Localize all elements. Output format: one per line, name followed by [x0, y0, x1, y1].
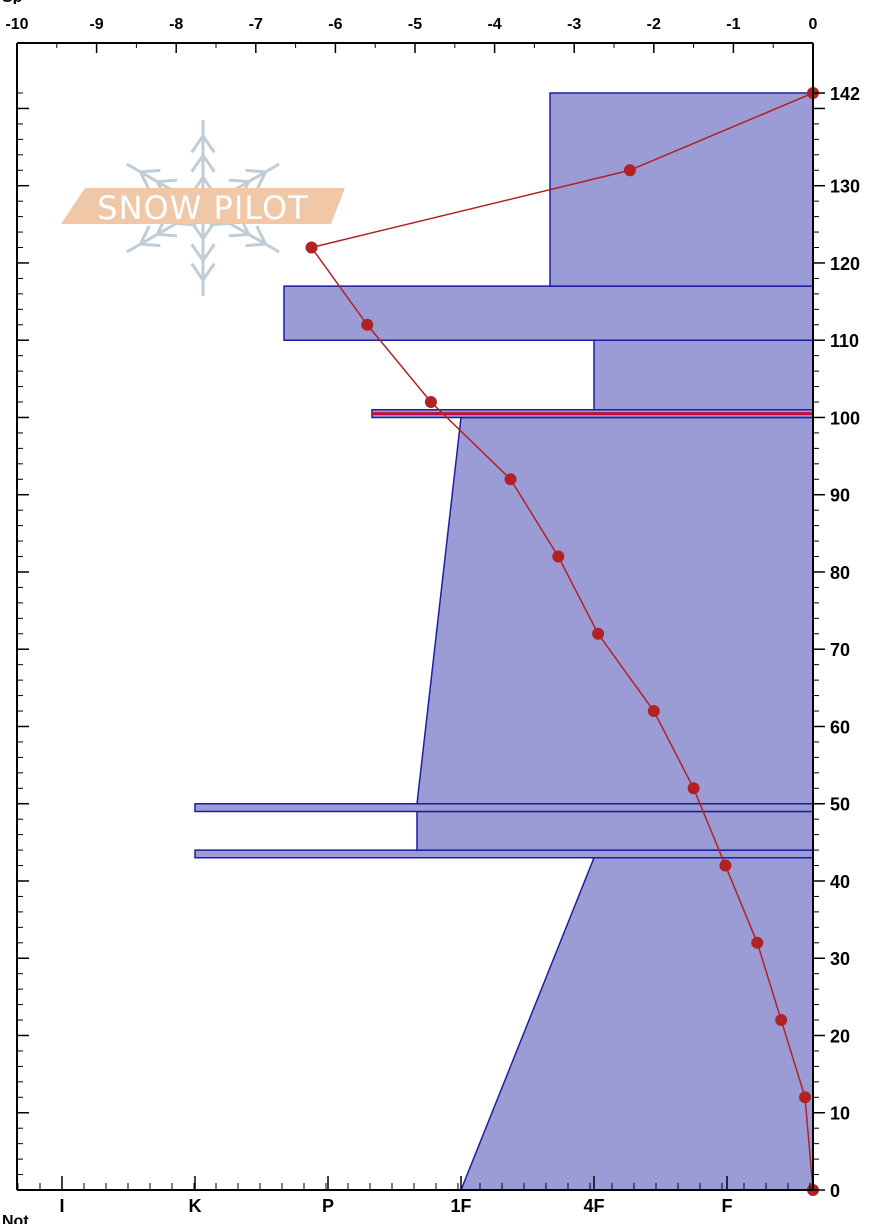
- hardness-layer-bar: [593, 339, 814, 411]
- snowflake-branch: [245, 242, 266, 248]
- snowflake-branch: [190, 134, 205, 154]
- height-tick-label: 120: [830, 254, 860, 274]
- temp-tick-label: -6: [328, 16, 342, 33]
- height-tick-label: 70: [830, 640, 850, 660]
- top-left-partial-label: Sp: [2, 0, 22, 4]
- hardness-layer-bar: [416, 416, 814, 805]
- temperature-point: [592, 627, 605, 640]
- hardness-tick-label: 4F: [583, 1196, 604, 1216]
- temp-tick-label: -9: [89, 16, 103, 33]
- snowflake-branch: [201, 262, 216, 282]
- hardness-layer-bar: [194, 802, 814, 813]
- height-tick-label: 10: [830, 1104, 850, 1124]
- bottom-left-partial-label: Not: [2, 1214, 29, 1224]
- snowflake-branch: [157, 178, 178, 184]
- snow-pilot-watermark: SNOW PILOT: [61, 120, 345, 296]
- temperature-point: [424, 396, 437, 409]
- hardness-tick-label: K: [189, 1196, 202, 1216]
- snowflake-branch: [190, 243, 205, 262]
- hardness-layer-bar: [549, 92, 814, 287]
- temperature-point: [719, 859, 732, 872]
- snowflake-branch: [190, 154, 205, 173]
- temperature-point: [504, 473, 517, 486]
- height-tick-label: 90: [830, 486, 850, 506]
- temp-tick-label: 0: [809, 16, 818, 33]
- snowflake-branch: [228, 232, 249, 238]
- snowflake-branch: [140, 242, 161, 248]
- hardness-profile: [194, 92, 814, 1191]
- snowflake-branch: [139, 171, 151, 191]
- hardness-layer-bar: [459, 857, 814, 1191]
- hardness-tick-label: I: [59, 1196, 64, 1216]
- height-tick-label: 50: [830, 795, 850, 815]
- height-tick-label: 80: [830, 563, 850, 583]
- snowflake-branch: [255, 171, 267, 191]
- logo-band: [61, 188, 345, 224]
- temperature-point: [799, 1091, 812, 1104]
- snowflake-branch: [190, 262, 205, 282]
- temperature-point: [361, 318, 374, 331]
- snowflake-branch: [139, 225, 151, 245]
- snowflake-branch: [157, 232, 178, 238]
- temperature-point: [751, 936, 764, 949]
- logo-text: SNOW PILOT: [97, 189, 308, 227]
- temp-tick-label: -10: [5, 16, 28, 33]
- hardness-layer-bar: [416, 810, 814, 851]
- temperature-point: [647, 705, 660, 718]
- snowflake-branch: [201, 243, 216, 262]
- axes: -10 -9 -8 -7 -6 -5 -4 -3 -2 -1 0010203040506070809…: [5, 16, 860, 1216]
- temperature-point: [775, 1014, 788, 1027]
- snowflake-branch: [201, 221, 216, 240]
- height-tick-label: 110: [830, 331, 859, 351]
- snowflake-branch: [201, 154, 216, 173]
- temp-tick-label: -5: [408, 16, 422, 33]
- temperature-point: [305, 241, 318, 254]
- height-tick-label: 100: [830, 408, 860, 428]
- snowflake-branch: [255, 225, 267, 245]
- snowflake-branch: [245, 168, 266, 174]
- height-tick-label: 0: [830, 1181, 840, 1201]
- temperature-point: [623, 164, 636, 177]
- hardness-layer-bar: [283, 285, 814, 341]
- temp-tick-label: -7: [249, 16, 263, 33]
- height-tick-label: 30: [830, 949, 850, 969]
- temp-tick-label: -3: [567, 16, 581, 33]
- temp-tick-label: -1: [726, 16, 740, 33]
- snowflake-branch: [140, 168, 161, 174]
- height-tick-label: 20: [830, 1026, 850, 1046]
- temp-tick-label: -8: [169, 16, 183, 33]
- temp-tick-label: -2: [647, 16, 661, 33]
- hardness-tick-label: 1F: [450, 1196, 471, 1216]
- height-tick-label: 142: [830, 84, 860, 104]
- height-tick-label: 60: [830, 717, 850, 737]
- hardness-tick-label: F: [722, 1196, 733, 1216]
- height-tick-label: 40: [830, 872, 850, 892]
- snowflake-branch: [201, 134, 216, 154]
- temperature-point: [552, 550, 565, 563]
- snowflake-branch: [228, 178, 249, 184]
- temp-tick-label: -4: [487, 16, 501, 33]
- height-tick-label: 130: [830, 177, 860, 197]
- temperature-point: [687, 782, 700, 795]
- hardness-tick-label: P: [322, 1196, 334, 1216]
